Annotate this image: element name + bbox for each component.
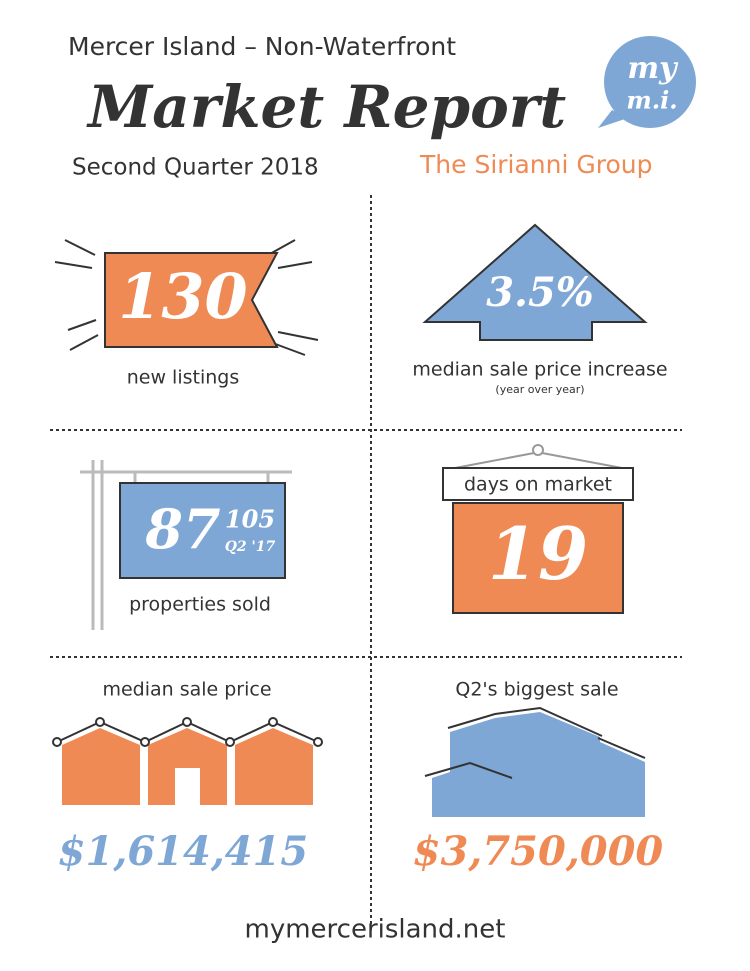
logo-circle xyxy=(604,36,696,128)
houses xyxy=(62,728,313,805)
logo: my m.i. xyxy=(598,36,696,128)
stat-label: median sale price xyxy=(102,679,271,701)
arrow xyxy=(422,223,648,341)
website: mymercerisland.net xyxy=(245,915,506,945)
previous-label: Q2 '17 xyxy=(225,539,276,555)
value-box xyxy=(452,502,624,614)
stat-label: new listings xyxy=(127,367,240,389)
roof-dots xyxy=(52,717,323,747)
subtitle: Mercer Island – Non-Waterfront xyxy=(68,32,456,61)
logo-tail xyxy=(598,110,628,128)
stat-value: 130 xyxy=(118,260,247,333)
banner xyxy=(104,252,279,348)
hanger xyxy=(454,444,623,469)
stat-value: $3,750,000 xyxy=(413,828,664,875)
building xyxy=(432,712,645,817)
author: The Sirianni Group xyxy=(419,150,653,179)
stat-value: $1,614,415 xyxy=(58,828,309,875)
sign-post xyxy=(80,460,292,630)
building-roof xyxy=(424,706,646,779)
sign xyxy=(119,482,286,579)
stat-label: days on market xyxy=(464,474,612,496)
title: Market Report xyxy=(86,73,566,141)
stat-label: properties sold xyxy=(129,594,271,616)
stat-label: Q2's biggest sale xyxy=(455,679,618,701)
stat-value: 19 xyxy=(488,511,588,596)
period: Second Quarter 2018 xyxy=(72,155,319,181)
logo-text: my xyxy=(627,51,679,86)
logo-text: m.i. xyxy=(626,86,677,115)
stat-note: (year over year) xyxy=(495,383,584,396)
stat-label: median sale price increase xyxy=(412,359,667,381)
stat-value: 87 xyxy=(144,497,220,561)
stat-value: 3.5% xyxy=(486,269,594,316)
previous-value: 105 xyxy=(225,505,275,534)
header-box xyxy=(442,467,634,501)
